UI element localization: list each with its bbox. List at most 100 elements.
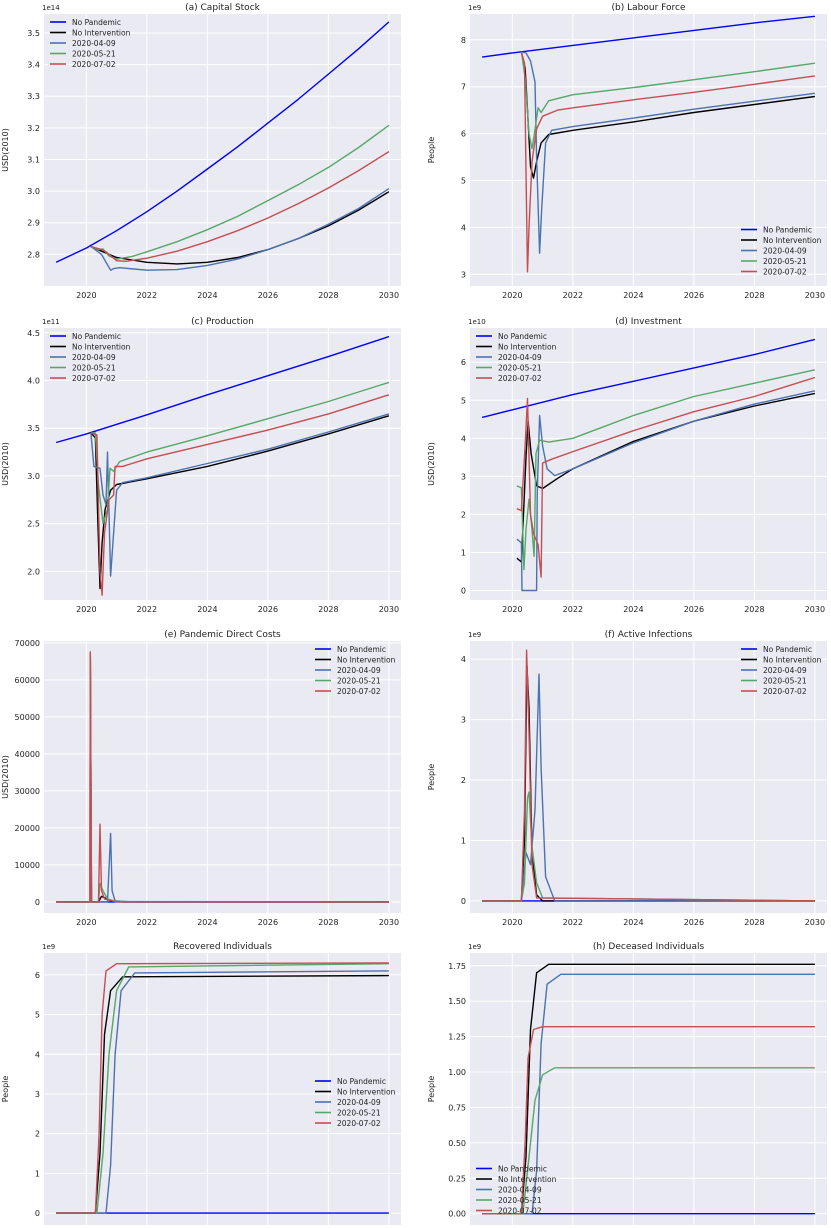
y-tick-label: 2.8 [27, 250, 40, 259]
legend-label: No Pandemic [337, 645, 386, 654]
axis-multiplier: 1e9 [468, 631, 481, 639]
y-tick-label: 5 [461, 176, 466, 185]
y-tick-label: 6 [461, 358, 466, 367]
legend-label: No Pandemic [72, 18, 121, 27]
series-line-2020-07-02 [482, 1026, 815, 1215]
y-tick-label: 2.0 [27, 567, 40, 576]
y-tick-label: 3.3 [27, 92, 40, 101]
x-tick-label: 2028 [318, 291, 338, 300]
legend-label: 2020-05-21 [337, 1109, 381, 1118]
y-axis-label: People [1, 1076, 10, 1103]
y-tick-label: 3.0 [27, 187, 40, 196]
y-tick-label: 3.2 [27, 124, 40, 133]
legend-label: No Intervention [498, 1175, 557, 1184]
legend-label: No Intervention [498, 343, 557, 352]
series-line-2020-05-21 [56, 963, 389, 1214]
y-tick-label: 8 [461, 36, 466, 45]
legend-label: 2020-07-02 [763, 268, 807, 277]
legend-label: 2020-07-02 [337, 687, 381, 696]
x-tick-label: 2026 [684, 605, 704, 614]
x-tick-label: 2020 [76, 291, 96, 300]
x-tick-label: 2022 [563, 291, 583, 300]
x-tick-label: 2030 [379, 605, 399, 614]
legend-label: 2020-04-09 [763, 247, 807, 256]
series-line-no-intervention [90, 415, 390, 590]
series-line-2020-07-02 [520, 51, 815, 273]
series-line-2020-07-02 [56, 962, 389, 1214]
y-tick-label: 3.4 [27, 61, 40, 70]
series-line-no-pandemic [55, 335, 390, 444]
chart-panel-4: 0 1 2 3 4 5 6 2020 2022 2024 2026 2028 2030 (d) Inves… [427, 317, 827, 614]
series-line-2020-04-09 [482, 973, 815, 1215]
chart-title: (b) Labour Force [612, 3, 686, 13]
y-tick-label: 50000 [15, 713, 40, 722]
legend-label: No Intervention [337, 1088, 396, 1097]
chart-panel-6: 0 1 2 3 4 2020 2022 2024 2026 2028 2030 (f) Active … [427, 630, 827, 927]
y-tick-label: 1.25 [448, 1033, 466, 1042]
y-tick-label: 4 [35, 1050, 40, 1059]
chart-panel-5: 0 10000 20000 30000 40000 50000 60000 70000 2020… [1, 630, 401, 927]
legend-label: 2020-07-02 [72, 374, 116, 383]
plot-area [44, 641, 401, 913]
chart-panel-1: 2.8 2.9 3.0 3.1 3.2 3.3 3.4 3.5 2020 2022 2024 2026… [1, 3, 401, 300]
legend-label: No Pandemic [498, 332, 547, 341]
y-tick-label: 4 [461, 223, 466, 232]
y-axis-label: USD(2010) [1, 128, 10, 172]
chart-title: (c) Production [191, 317, 254, 327]
axis-multiplier: 1e14 [42, 4, 60, 12]
legend-label: 2020-05-21 [337, 677, 381, 686]
x-tick-label: 2030 [379, 291, 399, 300]
legend-label: 2020-07-02 [498, 1207, 542, 1216]
x-tick-label: 2020 [502, 918, 522, 927]
y-tick-label: 6 [35, 971, 40, 980]
series-line-no-pandemic [482, 15, 815, 58]
y-tick-label: 20000 [15, 824, 40, 833]
legend-label: No Intervention [72, 29, 131, 38]
y-tick-label: 1 [461, 836, 466, 845]
legend-label: No Intervention [72, 343, 131, 352]
x-tick-label: 2020 [76, 605, 96, 614]
y-tick-label: 1.00 [448, 1068, 466, 1077]
series-line-2020-07-02 [482, 649, 815, 902]
y-tick-label: 3 [461, 716, 466, 725]
series-line-2020-04-09 [56, 970, 389, 1214]
legend-label: No Intervention [763, 236, 822, 245]
y-tick-label: 7 [461, 83, 466, 92]
x-tick-label: 2024 [623, 605, 643, 614]
series-line-2020-04-09 [90, 413, 390, 577]
y-tick-label: 70000 [15, 639, 40, 648]
y-tick-label: 2.9 [27, 219, 40, 228]
chart-title: Recovered Individuals [173, 942, 272, 952]
y-tick-label: 6 [461, 130, 466, 139]
y-tick-label: 10000 [15, 861, 40, 870]
series-line-2020-05-21 [520, 51, 815, 150]
x-tick-label: 2030 [379, 918, 399, 927]
y-tick-label: 2 [461, 510, 466, 519]
y-tick-label: 0 [35, 898, 40, 907]
y-tick-label: 0.50 [448, 1139, 466, 1148]
legend-label: 2020-05-21 [498, 364, 542, 373]
series-line-2020-04-09 [521, 51, 815, 254]
x-tick-label: 2022 [563, 918, 583, 927]
plot-area [470, 953, 827, 1225]
legend-label: 2020-04-09 [763, 666, 807, 675]
x-tick-label: 2030 [805, 918, 825, 927]
y-tick-label: 60000 [15, 676, 40, 685]
x-tick-label: 2024 [197, 605, 217, 614]
x-tick-label: 2028 [744, 291, 764, 300]
x-tick-label: 2022 [563, 605, 583, 614]
x-tick-label: 2026 [684, 291, 704, 300]
axis-multiplier: 1e9 [42, 943, 55, 951]
y-tick-label: 1 [35, 1169, 40, 1178]
x-tick-label: 2028 [318, 605, 338, 614]
x-tick-label: 2024 [197, 291, 217, 300]
legend-label: No Intervention [763, 656, 822, 665]
legend-label: 2020-04-09 [337, 1098, 381, 1107]
series-line-2020-04-09 [482, 673, 815, 902]
x-tick-label: 2030 [805, 605, 825, 614]
chart-panel-7: 0123456202020222024202620282030Recovered… [1, 942, 401, 1225]
y-axis-label: USD(2010) [1, 442, 10, 486]
y-tick-label: 40000 [15, 750, 40, 759]
